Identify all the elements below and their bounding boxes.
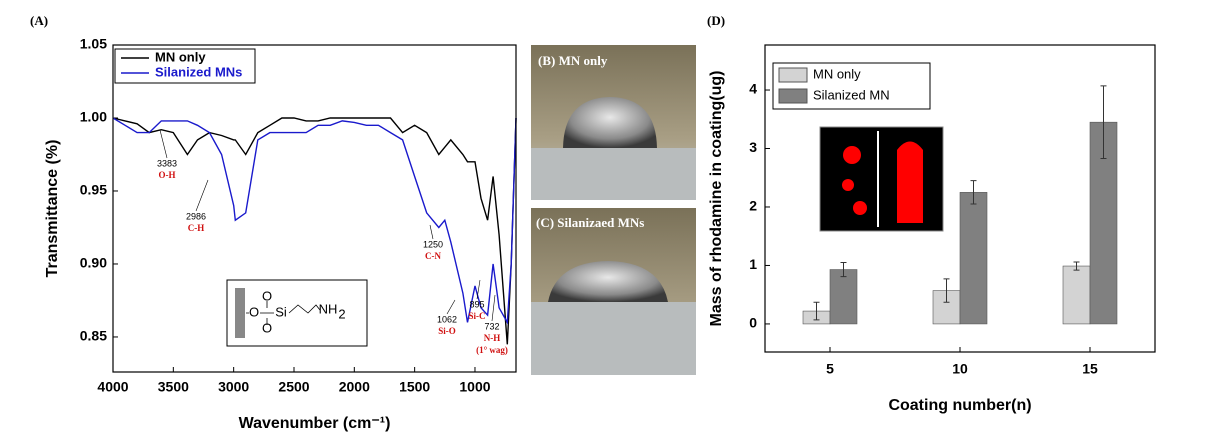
legend-label: Silanized MNs <box>155 64 242 79</box>
leader <box>159 129 168 159</box>
annotation-note: Si-C <box>468 311 485 321</box>
y-axis-title: Mass of rhodamine in coating(ug) <box>708 70 725 326</box>
panel-label: (D) <box>707 13 725 28</box>
legend-label: Silanized MN <box>813 87 890 102</box>
legend-label: MN only <box>155 49 206 64</box>
error-bar <box>840 262 847 278</box>
inset-atom: O <box>249 304 259 319</box>
annotation-note: N-H <box>484 333 501 343</box>
y-tick-label: 0 <box>749 315 757 331</box>
y-tick-label: 1.05 <box>80 36 107 52</box>
legend-swatch <box>778 88 808 104</box>
error-bar <box>1073 261 1080 271</box>
x-tick-label: 2000 <box>339 379 370 395</box>
leader <box>476 279 481 300</box>
annotation: 3383 <box>157 158 177 168</box>
x-tick-label: 10 <box>952 361 968 377</box>
bar <box>829 269 858 325</box>
y-axis-title: Transmittance (%) <box>44 140 61 278</box>
droplet <box>563 97 657 148</box>
annotation-note: Si-O <box>438 326 456 336</box>
spectrum <box>112 117 517 345</box>
x-tick-label: 4000 <box>97 379 128 395</box>
legend-label: MN only <box>813 66 861 81</box>
x-tick-label: 3000 <box>218 379 249 395</box>
y-tick-label: 2 <box>749 198 757 214</box>
error-bar <box>943 278 950 303</box>
error-bar <box>970 180 977 205</box>
inset-atom: O <box>262 288 272 303</box>
annotation: 1062 <box>437 314 457 324</box>
droplet <box>548 261 668 302</box>
photo-label: (B) MN only <box>538 53 608 68</box>
spectrum <box>112 117 517 325</box>
x-tick-label: 1000 <box>459 379 490 395</box>
inset-atom: Si <box>275 304 287 319</box>
leader <box>491 294 496 322</box>
bar <box>1062 265 1091 325</box>
photo-label: (C) Silanizaed MNs <box>536 215 644 230</box>
inset-atom: O <box>262 320 272 335</box>
panel-label: (A) <box>30 13 48 28</box>
y-tick-label: 1.00 <box>80 109 107 125</box>
annotation: 1250 <box>423 239 443 249</box>
annotation-note: C-H <box>188 223 205 233</box>
x-tick-label: 3500 <box>158 379 189 395</box>
inset-blob <box>842 179 854 191</box>
bar <box>959 192 988 325</box>
inset-atom: 2 <box>338 306 345 321</box>
y-tick-label: 0.90 <box>80 255 107 271</box>
inset-box <box>226 279 368 347</box>
x-axis-title: Coating number(n) <box>888 397 1031 414</box>
inset-bonds <box>246 301 321 325</box>
annotation: 895 <box>469 299 484 309</box>
inset-surface <box>235 288 245 338</box>
annotation-note: (1° wag) <box>476 345 508 355</box>
annotation-note: C-N <box>425 251 441 261</box>
legend-box <box>114 48 256 84</box>
inset-needle <box>897 141 923 223</box>
x-tick-label: 15 <box>1082 361 1098 377</box>
y-tick-label: 4 <box>749 81 757 97</box>
inset-blob <box>853 201 867 215</box>
inset-image <box>819 126 944 232</box>
inset-atom: NH <box>319 301 338 316</box>
error-bar <box>813 301 820 321</box>
substrate <box>531 148 696 200</box>
plot-frame <box>112 44 517 373</box>
error-bar <box>1100 85 1107 159</box>
x-axis-title: Wavenumber (cm⁻¹) <box>239 415 391 432</box>
leader <box>195 179 209 212</box>
x-tick-label: 2500 <box>278 379 309 395</box>
x-tick-label: 5 <box>826 361 834 377</box>
leader <box>429 224 434 240</box>
y-tick-label: 1 <box>749 256 757 272</box>
y-tick-label: 0.95 <box>80 182 107 198</box>
annotation-note: O-H <box>159 170 176 180</box>
plot-frame <box>764 44 1156 353</box>
x-tick-label: 1500 <box>399 379 430 395</box>
annotation: 732 <box>484 321 499 331</box>
inset-blob <box>843 146 861 164</box>
leader <box>446 299 456 315</box>
substrate <box>531 302 696 375</box>
y-tick-label: 3 <box>749 139 757 155</box>
annotation: 2986 <box>186 211 206 221</box>
y-tick-label: 0.85 <box>80 328 107 344</box>
legend-swatch <box>778 67 808 83</box>
